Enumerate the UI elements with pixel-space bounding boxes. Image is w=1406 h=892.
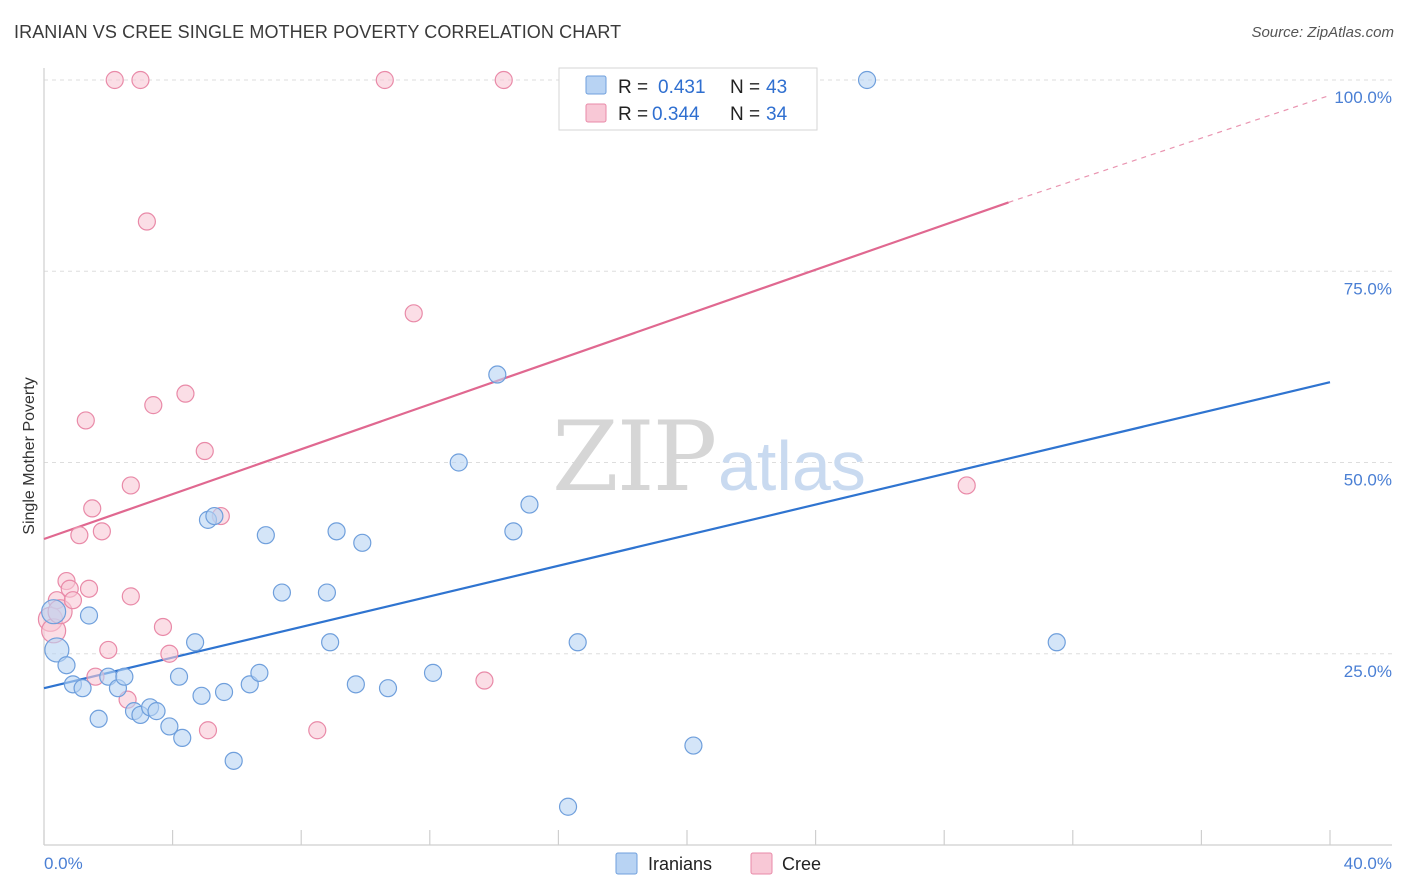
- trend-line-cree-extension: [1009, 95, 1331, 202]
- iranians-point-13: [148, 703, 165, 720]
- scatter-chart: ZIP atlas Single Mother Poverty 25.0% 50.…: [0, 0, 1406, 892]
- iranians-point-34: [450, 454, 467, 471]
- cree-point-27: [309, 722, 326, 739]
- x-tick-label-max: 40.0%: [1344, 854, 1392, 873]
- iranians-point-39: [569, 634, 586, 651]
- legend-box: R = 0.431 N = 43 R = 0.344 N = 34: [559, 68, 817, 130]
- iranians-point-36: [505, 523, 522, 540]
- y-tick-label-100: 100.0%: [1334, 88, 1392, 107]
- cree-point-20: [145, 397, 162, 414]
- y-tick-label-25: 25.0%: [1344, 662, 1392, 681]
- cree-point-21: [154, 618, 171, 635]
- legend-cree-r-value: 0.344: [652, 104, 700, 125]
- cree-point-30: [476, 672, 493, 689]
- iranians-point-31: [347, 676, 364, 693]
- iranians-point-25: [257, 527, 274, 544]
- iranians-point-26: [273, 584, 290, 601]
- legend-iranians-r-label: R =: [618, 77, 648, 98]
- cree-point-10: [84, 500, 101, 517]
- legend-iranians-r-value: 0.431: [658, 77, 706, 98]
- legend-swatch-iranians: [586, 76, 606, 94]
- iranians-point-17: [187, 634, 204, 651]
- legend-iranians-n-value: 43: [766, 77, 787, 98]
- iranians-point-0: [42, 600, 66, 624]
- cree-point-24: [196, 443, 213, 460]
- iranians-point-41: [859, 72, 876, 89]
- cree-point-28: [376, 72, 393, 89]
- iranians-point-32: [380, 680, 397, 697]
- iranians-point-42: [1048, 634, 1065, 651]
- trend-lines: [44, 95, 1330, 688]
- bottom-legend-iranians: Iranians: [648, 854, 712, 874]
- iranians-point-9: [116, 668, 133, 685]
- cree-point-22: [161, 645, 178, 662]
- bottom-legend: Iranians Cree: [616, 853, 821, 874]
- cree-point-6: [64, 592, 81, 609]
- iranians-point-29: [328, 523, 345, 540]
- iranians-point-33: [425, 664, 442, 681]
- cree-point-29: [405, 305, 422, 322]
- cree-point-16: [122, 477, 139, 494]
- iranians-point-5: [81, 607, 98, 624]
- y-tick-labels: 25.0% 50.0% 75.0% 100.0%: [1334, 88, 1392, 681]
- iranians-point-35: [489, 366, 506, 383]
- x-tick-label-min: 0.0%: [44, 854, 83, 873]
- iranians-point-24: [251, 664, 268, 681]
- y-axis-label: Single Mother Poverty: [21, 377, 38, 534]
- iranians-point-16: [174, 729, 191, 746]
- bottom-legend-swatch-iranians: [616, 853, 637, 874]
- cree-point-31: [495, 72, 512, 89]
- watermark-zip: ZIP: [552, 401, 715, 513]
- iranians-point-22: [225, 752, 242, 769]
- cree-point-12: [93, 523, 110, 540]
- cree-point-8: [77, 412, 94, 429]
- legend-cree-n-label: N =: [730, 104, 760, 125]
- y-tick-label-75: 75.0%: [1344, 279, 1392, 298]
- bottom-legend-cree: Cree: [782, 854, 821, 874]
- legend-swatch-cree: [586, 104, 606, 122]
- iranians-point-20: [206, 508, 223, 525]
- iranians-point-2: [58, 657, 75, 674]
- iranians-point-30: [354, 534, 371, 551]
- legend-iranians-n-label: N =: [730, 77, 760, 98]
- iranians-point-18: [193, 687, 210, 704]
- iranians-point-28: [318, 584, 335, 601]
- legend-cree-r-label: R =: [618, 104, 648, 125]
- iranians-point-27: [322, 634, 339, 651]
- bottom-legend-swatch-cree: [751, 853, 772, 874]
- iranians-point-15: [171, 668, 188, 685]
- cree-point-14: [106, 72, 123, 89]
- cree-point-18: [132, 72, 149, 89]
- legend-cree-n-value: 34: [766, 104, 788, 125]
- grid-lines: [44, 80, 1392, 654]
- y-tick-label-50: 50.0%: [1344, 471, 1392, 490]
- cree-point-19: [138, 213, 155, 230]
- x-ticks: [44, 830, 1330, 845]
- iranians-point-6: [90, 710, 107, 727]
- cree-point-7: [71, 527, 88, 544]
- cree-point-33: [958, 477, 975, 494]
- cree-point-23: [177, 385, 194, 402]
- iranians-point-40: [685, 737, 702, 754]
- cree-point-9: [81, 580, 98, 597]
- cree-point-25: [199, 722, 216, 739]
- watermark-atlas: atlas: [718, 427, 866, 505]
- iranians-point-4: [74, 680, 91, 697]
- iranians-point-38: [560, 798, 577, 815]
- cree-point-17: [122, 588, 139, 605]
- iranians-point-21: [216, 684, 233, 701]
- cree-points: [38, 72, 975, 739]
- cree-point-13: [100, 641, 117, 658]
- iranians-point-37: [521, 496, 538, 513]
